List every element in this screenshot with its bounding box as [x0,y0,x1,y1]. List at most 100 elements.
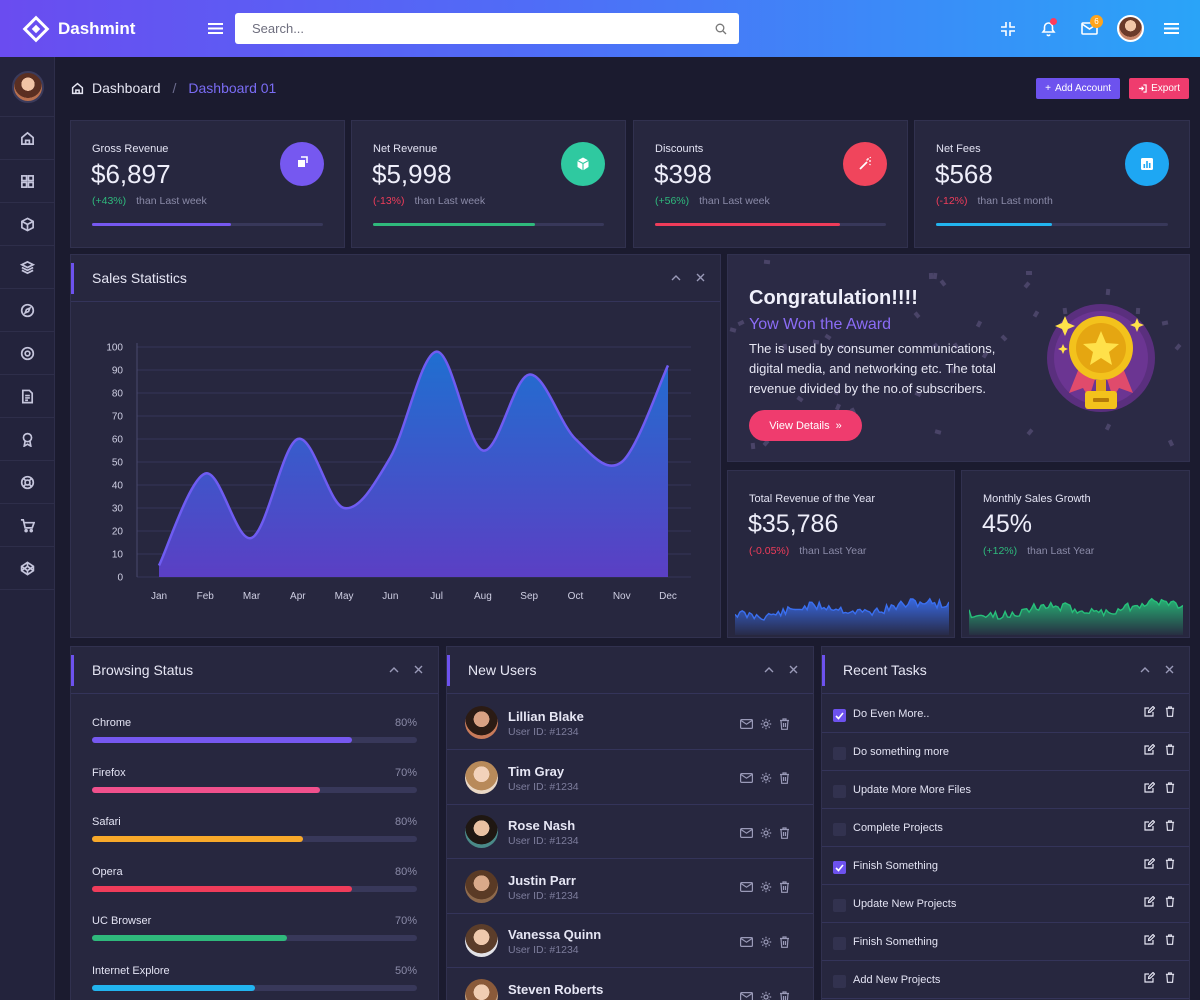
message-user-button[interactable] [740,717,753,730]
mini-change: (+12%) than Last Year [983,545,1094,557]
message-user-button[interactable] [740,772,753,785]
collapse-button[interactable] [670,271,682,283]
change-percent: (-13%) [373,195,405,207]
task-actions [1144,934,1175,945]
delete-user-button[interactable] [778,990,791,1000]
task-checkbox[interactable] [833,709,846,722]
close-button[interactable] [1163,663,1175,675]
sidebar-item-layers[interactable] [0,246,55,289]
task-checkbox[interactable] [833,747,846,760]
message-user-button[interactable] [740,826,753,839]
app-logo[interactable]: Dashmint [0,15,200,43]
messages-badge: 6 [1090,15,1103,28]
messages-button[interactable]: 6 [1069,8,1110,49]
sidebar-profile[interactable] [0,57,55,117]
trash-icon [1165,782,1174,793]
delete-user-button[interactable] [778,772,791,785]
collapse-button[interactable] [1139,663,1151,675]
profile-button[interactable] [1110,8,1151,49]
user-settings-button[interactable] [759,717,772,730]
user-settings-button[interactable] [759,881,772,894]
close-button[interactable] [694,271,706,283]
user-settings-button[interactable] [759,935,772,948]
menu-toggle-button[interactable] [204,18,226,40]
task-checkbox[interactable] [833,785,846,798]
search-box [235,13,739,44]
search-icon[interactable] [715,23,727,35]
user-row[interactable]: Lillian Blake User ID: #1234 [447,695,813,750]
edit-task-button[interactable] [1144,858,1155,869]
user-row[interactable]: Tim Gray User ID: #1234 [447,750,813,805]
task-checkbox[interactable] [833,823,846,836]
delete-task-button[interactable] [1164,858,1175,869]
delete-task-button[interactable] [1164,782,1175,793]
edit-task-button[interactable] [1144,934,1155,945]
view-details-button[interactable]: View Details » [749,410,862,441]
edit-task-button[interactable] [1144,972,1155,983]
edit-task-button[interactable] [1144,820,1155,831]
trash-icon [1165,820,1174,831]
breadcrumb-home[interactable]: Dashboard [92,80,161,96]
fullscreen-button[interactable] [987,8,1028,49]
edit-task-button[interactable] [1144,744,1155,755]
sidebar-item-widgets[interactable] [0,547,55,590]
delete-task-button[interactable] [1164,934,1175,945]
sidebar-item-home[interactable] [0,117,55,160]
confetti-piece [932,272,938,280]
delete-user-button[interactable] [778,881,791,894]
sidebar-item-awards[interactable] [0,418,55,461]
task-checkbox[interactable] [833,975,846,988]
delete-task-button[interactable] [1164,820,1175,831]
sidebar-item-cart[interactable] [0,504,55,547]
right-menu-button[interactable] [1151,8,1192,49]
edit-task-button[interactable] [1144,896,1155,907]
delete-user-button[interactable] [778,826,791,839]
task-checkbox[interactable] [833,899,846,912]
user-row[interactable]: Rose Nash User ID: #1234 [447,804,813,860]
message-user-button[interactable] [740,881,753,894]
y-tick-label: 50 [112,458,124,469]
delete-task-button[interactable] [1164,972,1175,983]
close-button[interactable] [412,663,424,675]
collapse-button[interactable] [763,663,775,675]
y-tick-label: 10 [112,550,124,561]
export-button[interactable]: Export [1129,78,1189,99]
browser-name: Safari [92,816,121,829]
user-settings-button[interactable] [759,772,772,785]
user-row[interactable]: Steven RobertsUser ID: #1234 [447,968,813,1000]
sidebar-item-components[interactable] [0,203,55,246]
award-subtitle: Yow Won the Award [749,316,892,333]
stat-value: $568 [935,159,993,189]
close-button[interactable] [787,663,799,675]
task-checkbox[interactable] [833,861,846,874]
user-row[interactable]: Justin Parr User ID: #1234 [447,859,813,914]
user-row[interactable]: Vanessa Quinn User ID: #1234 [447,913,813,969]
edit-task-button[interactable] [1144,782,1155,793]
edit-task-button[interactable] [1144,706,1155,717]
delete-task-button[interactable] [1164,896,1175,907]
message-user-button[interactable] [740,935,753,948]
sidebar-item-documents[interactable] [0,375,55,418]
delete-user-button[interactable] [778,935,791,948]
sidebar-item-support[interactable] [0,461,55,504]
sidebar-item-apps[interactable] [0,160,55,203]
task-checkbox[interactable] [833,937,846,950]
notifications-button[interactable] [1028,8,1069,49]
add-account-button[interactable]: + Add Account [1036,78,1121,99]
message-user-button[interactable] [740,990,753,1000]
change-percent: (+43%) [92,195,127,207]
trophy-icon [1047,304,1155,412]
delete-task-button[interactable] [1164,744,1175,755]
user-settings-button[interactable] [759,990,772,1000]
collapse-button[interactable] [388,663,400,675]
stat-card: Net Revenue $5,998 (-13%) than Last week [351,120,626,248]
user-id: User ID: #1234 [508,726,579,738]
sidebar-item-explore[interactable] [0,289,55,332]
user-settings-button[interactable] [759,826,772,839]
sidebar-item-target[interactable] [0,332,55,375]
growth-sparkline [969,597,1183,635]
delete-user-button[interactable] [778,717,791,730]
search-input[interactable] [252,21,715,36]
delete-task-button[interactable] [1164,706,1175,717]
gear-icon [760,772,771,784]
